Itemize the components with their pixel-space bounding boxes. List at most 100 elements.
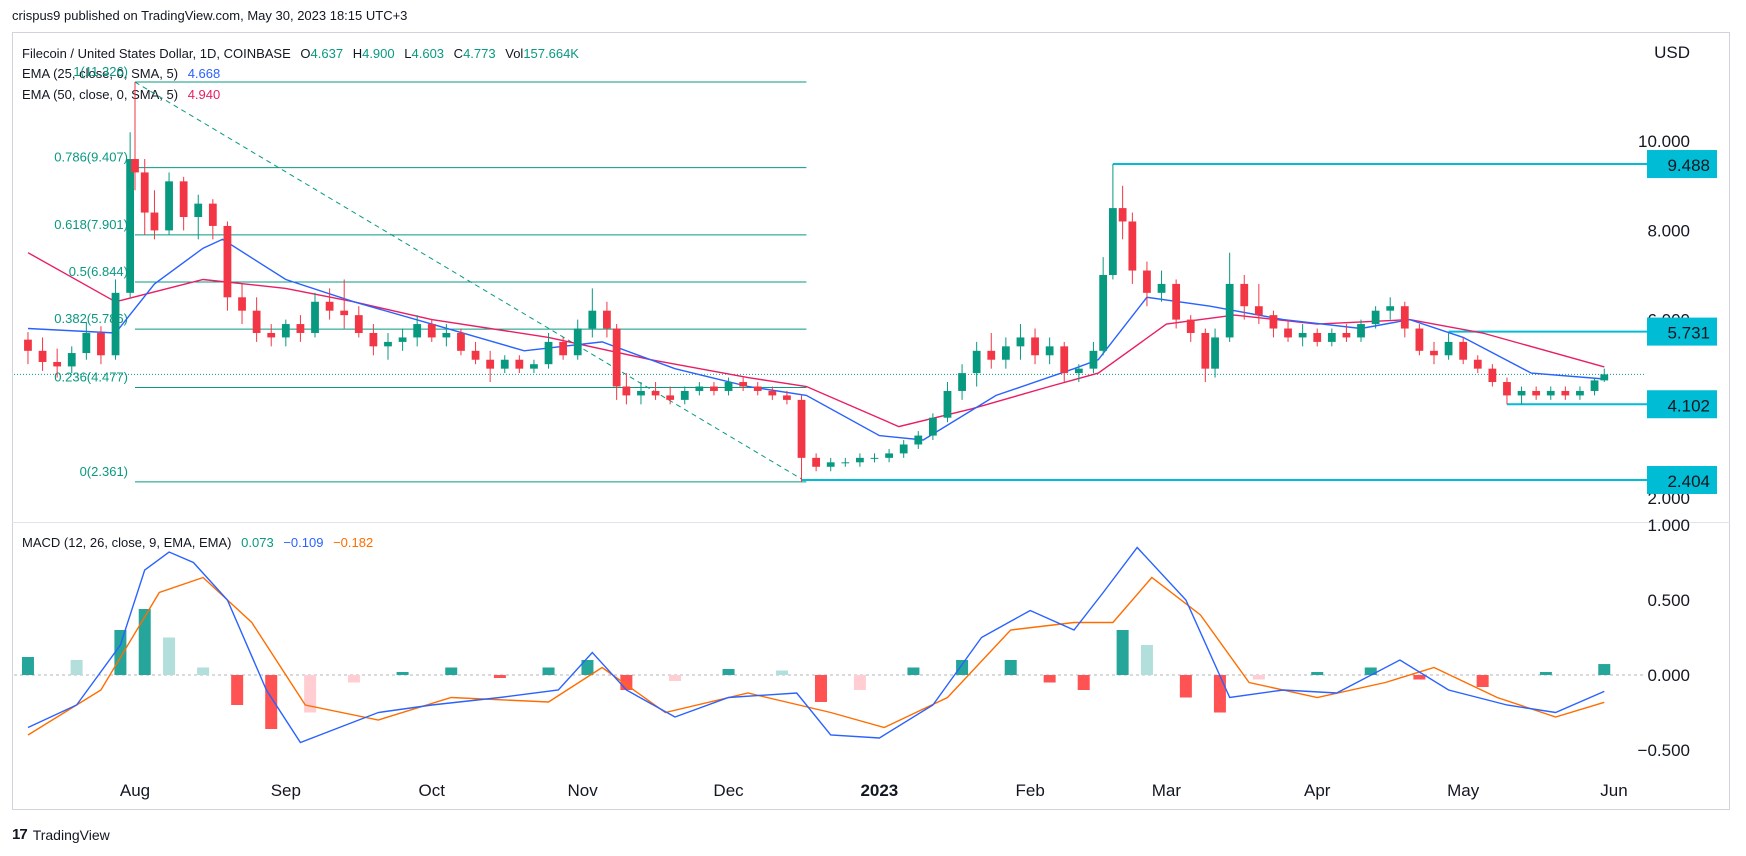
candle-body [1225, 283, 1234, 338]
candle-body [471, 350, 480, 360]
candle-body [797, 399, 806, 458]
candle-body [354, 315, 363, 333]
candle-body [194, 203, 203, 218]
time-axis-tick: Mar [1152, 781, 1182, 800]
macd-histogram-bar [1179, 675, 1192, 698]
macd-signal-line [27, 576, 1605, 736]
candle-body [1430, 350, 1438, 356]
macd-histogram-bar [1077, 675, 1090, 690]
time-axis-tick: Dec [713, 781, 744, 800]
low-label: L [404, 46, 412, 61]
candle-body [97, 332, 105, 356]
time-axis-tick: May [1447, 781, 1480, 800]
macd-histogram-bar [1043, 675, 1056, 683]
macd-histogram-bar [776, 670, 789, 675]
macd-histogram-bar [163, 637, 176, 675]
candle-body [486, 359, 495, 369]
fib-level-label: 0.618(7.901) [54, 217, 128, 232]
candle-body [131, 159, 139, 173]
candle-body [38, 350, 47, 362]
candle-body [943, 390, 952, 418]
macd-histogram-bar [70, 660, 83, 675]
candle-body [281, 324, 290, 338]
fib-level-label: 0.382(5.786) [54, 311, 128, 326]
candle-body [987, 350, 996, 360]
candle-body [165, 181, 173, 231]
fib-level-label: 0(2.361) [80, 464, 128, 479]
candle-body [126, 159, 135, 293]
ema25-value: 4.668 [187, 66, 221, 81]
tradingview-brand[interactable]: 17 TradingView [12, 826, 110, 843]
candle-body [1001, 346, 1010, 360]
candle-body [1444, 341, 1453, 356]
candle-body [1371, 310, 1380, 325]
candle-body [1201, 332, 1210, 369]
macd-histogram-bar [1252, 675, 1265, 680]
level-price-badge [1647, 465, 1717, 494]
macd-histogram-bar [114, 630, 127, 675]
candle-body [812, 457, 821, 467]
candle-body [1186, 319, 1195, 333]
candle-body [208, 203, 217, 226]
macd-histogram-bar [231, 675, 244, 705]
candle-body [885, 453, 893, 458]
macd-histogram-bar [304, 675, 317, 713]
macd-histogram-bar [1413, 675, 1426, 680]
macd-histogram-bar [1213, 675, 1226, 713]
candle-body [296, 324, 305, 333]
symbol-title: Filecoin / United States Dollar, 1D, COI… [22, 46, 291, 61]
candle-body [622, 386, 631, 396]
candle-body [369, 332, 378, 347]
macd-histogram-bar [814, 675, 827, 702]
symbol-legend[interactable]: Filecoin / United States Dollar, 1D, COI… [22, 46, 585, 61]
macd-histogram-bar [1476, 675, 1489, 687]
candle-body [870, 457, 879, 459]
level-price-badge [1647, 317, 1717, 346]
candle-body [1157, 283, 1166, 293]
macd-histogram-bar [1004, 660, 1017, 675]
tradingview-logo-icon: 17 [12, 826, 28, 843]
level-price-label: 4.102 [1667, 396, 1710, 415]
candle-body [1031, 337, 1039, 356]
open-label: O [300, 46, 311, 61]
macd-histogram-bar [493, 675, 506, 678]
fib-level-label: 0.5(6.844) [69, 264, 128, 279]
candle-body [1415, 328, 1424, 351]
candle-body [1561, 390, 1570, 396]
candle-body [1357, 324, 1365, 338]
macd-line [27, 546, 1605, 744]
macd-histogram-bar [1116, 630, 1129, 675]
candle-body [82, 332, 91, 354]
macd-histogram-bar [21, 657, 34, 675]
publisher-credit: crispus9 published on TradingView.com, M… [12, 8, 408, 23]
candle-body [695, 386, 704, 391]
ema50-legend[interactable]: EMA (50, close, 0, SMA, 5) 4.940 [22, 87, 226, 102]
ema25-legend[interactable]: EMA (25, close, 0, SMA, 5) 4.668 [22, 66, 226, 81]
macd-hist-value: 0.073 [241, 535, 274, 550]
high-label: H [352, 46, 363, 61]
level-price-badge [1647, 150, 1717, 179]
open-value: 4.637 [310, 46, 344, 61]
macd-histogram-bar [1598, 664, 1611, 675]
candle-body [1108, 208, 1117, 275]
candle-body [1298, 332, 1307, 338]
macd-legend[interactable]: MACD (12, 26, close, 9, EMA, EMA) 0.073 … [22, 535, 379, 550]
candle-body [398, 337, 407, 342]
macd-histogram-bar [1364, 667, 1377, 675]
ohlc-open: O4.637 [300, 46, 343, 61]
candle-body [783, 395, 791, 400]
macd-histogram-bar [581, 660, 594, 675]
candle-body [1400, 306, 1409, 329]
ema25-line [27, 238, 1605, 441]
price-axis-tick: 8.000 [1647, 221, 1690, 240]
candle-body [1211, 337, 1219, 369]
candle-body [1118, 208, 1127, 222]
candle-body [238, 297, 246, 311]
pane-divider[interactable] [12, 522, 1730, 523]
candle-body [899, 444, 908, 454]
candle-body [651, 390, 660, 396]
macd-signal-value: −0.182 [333, 535, 374, 550]
time-axis-tick: Aug [120, 781, 150, 800]
time-axis-tick: Oct [419, 781, 446, 800]
